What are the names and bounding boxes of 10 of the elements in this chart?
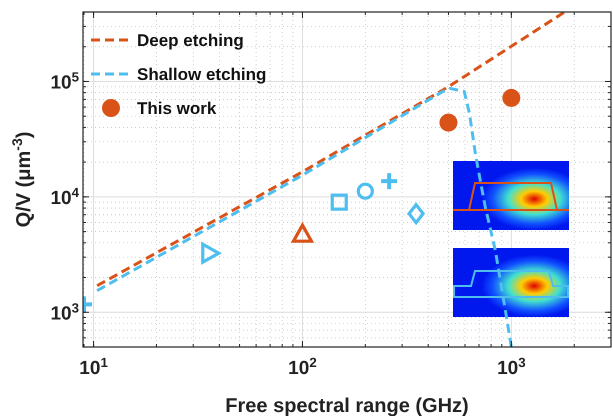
x-tick-label: 10$^{2}$ (288, 354, 317, 379)
x-tick-label: 10$^{3}$ (497, 354, 526, 379)
x-axis-title: Free spectral range (GHz) (225, 395, 469, 416)
legend-label: Shallow etching (137, 65, 266, 84)
y-tick-label: 10$^{4}$ (50, 184, 80, 209)
legend-label: This work (137, 99, 217, 118)
y-tick-label: 10$^{5}$ (50, 68, 80, 94)
y-tick-label: 10$^{3}$ (50, 300, 79, 324)
x-tick-label: 10$^{1}$ (79, 354, 108, 379)
legend-label: Deep etching (137, 31, 244, 50)
